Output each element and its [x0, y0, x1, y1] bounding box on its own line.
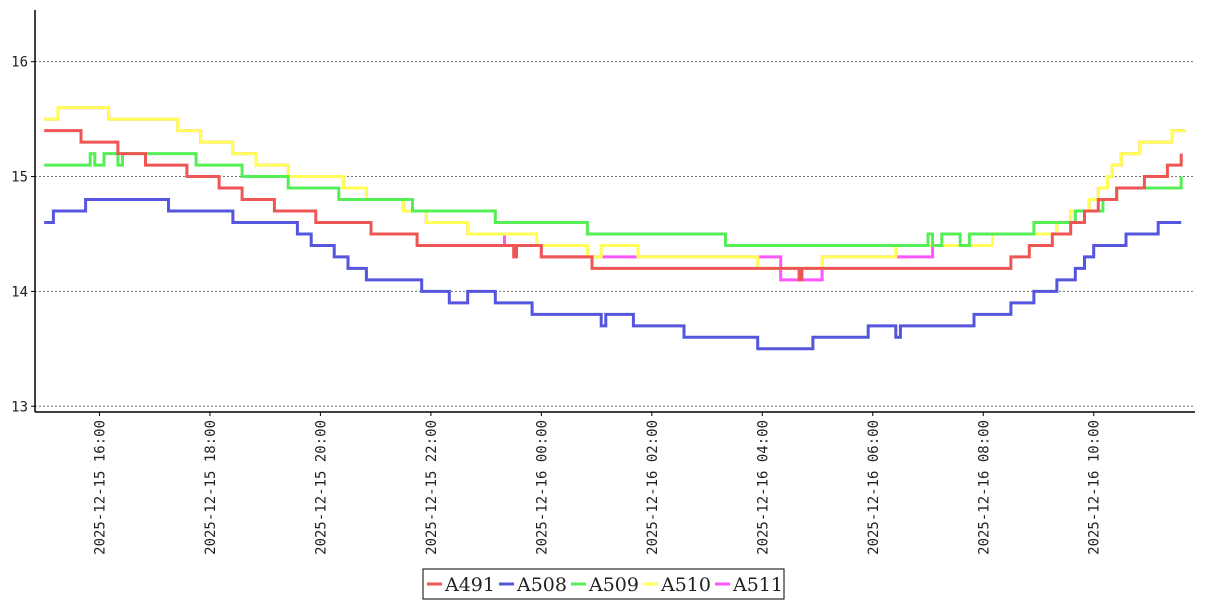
legend-items: A491 A508 A509 A510 A511 — [427, 574, 783, 596]
series-line-a510 — [44, 106, 1186, 270]
x-tick-label: 2025-12-15 16:00 — [92, 420, 108, 555]
x-tick-label: 2025-12-16 06:00 — [866, 420, 882, 555]
series-line-a491 — [44, 129, 1183, 282]
legend-box — [422, 568, 785, 600]
series-line-a509 — [44, 152, 1183, 247]
series-line-a508 — [44, 198, 1182, 351]
y-tick-label: 15 — [11, 170, 28, 186]
y-tick-label: 13 — [11, 399, 28, 415]
legend-label-a511: A511 — [732, 574, 783, 596]
x-tick-label: 2025-12-16 04:00 — [755, 420, 771, 555]
x-tick-label: 2025-12-16 08:00 — [976, 420, 992, 555]
x-tick-label: 2025-12-15 22:00 — [424, 420, 440, 555]
x-tick-label: 2025-12-16 10:00 — [1087, 420, 1103, 555]
axes — [34, 10, 1195, 413]
x-tick-label: 2025-12-15 18:00 — [203, 420, 219, 555]
legend-label-a510: A510 — [660, 574, 711, 596]
y-tick-labels: 13 14 15 16 — [11, 55, 35, 415]
grid-lines — [35, 61, 1195, 407]
x-tick-label: 2025-12-15 20:00 — [313, 420, 329, 555]
series-line-a511 — [44, 106, 1186, 282]
legend-label-a508: A508 — [516, 574, 567, 596]
legend: A491 A508 A509 A510 A511 — [422, 568, 785, 600]
x-tick-labels: 2025-12-15 16:00 2025-12-15 18:00 2025-12-… — [92, 412, 1103, 555]
series-lines — [44, 106, 1186, 351]
y-tick-label: 16 — [11, 55, 28, 71]
y-tick-label: 14 — [11, 284, 28, 300]
legend-label-a491: A491 — [444, 574, 495, 596]
legend-label-a509: A509 — [588, 574, 639, 596]
x-tick-label: 2025-12-16 02:00 — [645, 420, 661, 555]
x-tick-label: 2025-12-16 00:00 — [534, 420, 550, 555]
